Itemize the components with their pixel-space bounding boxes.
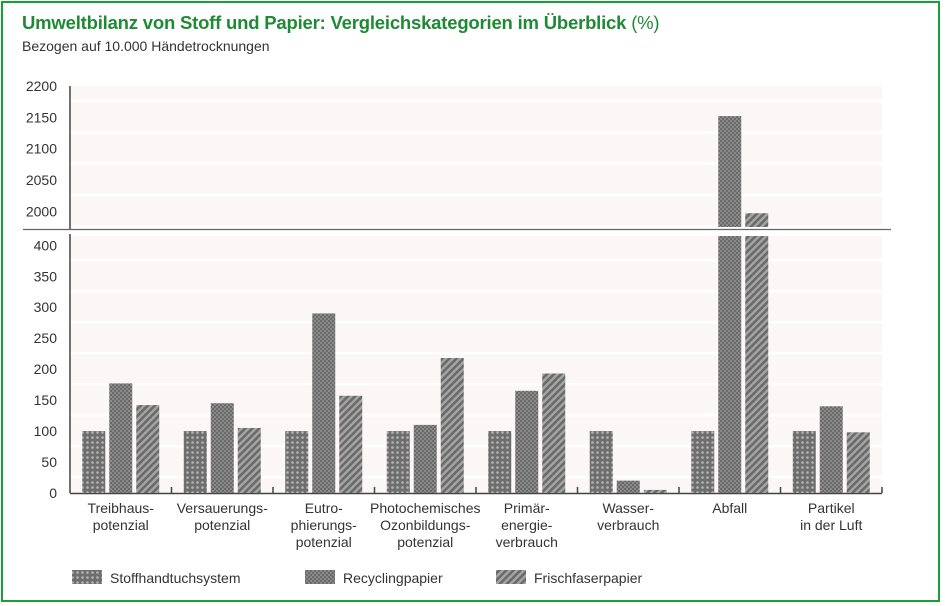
bar-checker <box>109 383 133 493</box>
x-category-label-line: Partikel <box>808 500 855 516</box>
bar-dots <box>386 431 410 493</box>
bar-diagonal <box>440 357 464 493</box>
bar-checker <box>616 480 640 493</box>
x-category-label-line: in der Luft <box>800 517 862 533</box>
x-category-label-line: Eutro- <box>305 500 343 516</box>
x-category-label-line: Abfall <box>712 500 747 516</box>
x-category-label-line: phierungs- <box>291 517 357 533</box>
bar-diagonal <box>136 405 160 493</box>
x-category-label-line: Treibhaus- <box>88 500 155 516</box>
bar-diagonal-upper-part <box>745 213 769 227</box>
y-tick-label: 200 <box>34 361 58 377</box>
x-category-label-line: Versauerungs- <box>177 500 268 516</box>
x-category-label: Eutro-phierungs-potenzial <box>291 500 357 550</box>
x-category-label-line: energie- <box>501 517 553 533</box>
bar-checker <box>515 390 539 493</box>
chart-title: Umweltbilanz von Stoff und Papier: Vergl… <box>22 12 660 34</box>
bar-dots <box>285 431 309 493</box>
bar-checker <box>819 406 843 493</box>
x-category-label: Partikel in der Luft <box>800 500 862 533</box>
y-tick-label: 50 <box>41 454 57 470</box>
bar-diagonal <box>339 395 363 493</box>
y-tick-label: 150 <box>34 392 58 408</box>
legend-swatch-dots <box>72 570 102 584</box>
x-category-label-line: Ozonbildungs- <box>380 517 471 533</box>
x-category-label-line: Primär- <box>504 500 550 516</box>
x-category-label: Abfall <box>712 500 747 516</box>
y-tick-label: 2150 <box>26 109 57 125</box>
bar-checker <box>210 403 234 493</box>
bar-checker <box>413 424 437 493</box>
bar-diagonal <box>542 373 566 493</box>
chart-subtitle: Bezogen auf 10.000 Händetrocknungen <box>22 38 270 54</box>
x-category-label: Treibhaus-potenzial <box>88 500 155 533</box>
x-category-label-line: potenzial <box>93 517 149 533</box>
x-category-label-line: verbrauch <box>496 534 558 550</box>
bar-dots <box>691 431 715 493</box>
y-tick-label: 0 <box>49 485 57 501</box>
y-tick-label: 100 <box>34 423 58 439</box>
bar-dots <box>82 431 106 493</box>
bar-diagonal <box>846 432 870 493</box>
x-category-label-line: Wasser- <box>602 500 654 516</box>
x-category-label-line: potenzial <box>397 534 453 550</box>
y-tick-label: 400 <box>34 237 58 253</box>
y-tick-label: 250 <box>34 330 58 346</box>
x-category-label: Primär-energie-verbrauch <box>496 500 558 550</box>
legend-label: Recyclingpapier <box>343 570 443 586</box>
title-text: Umweltbilanz von Stoff und Papier: Vergl… <box>22 12 627 33</box>
bar-checker-lower-part <box>718 236 742 493</box>
bar-dots <box>183 431 207 493</box>
y-tick-label: 2200 <box>26 78 57 94</box>
bar-diagonal <box>643 489 667 493</box>
bar-dots <box>792 431 816 493</box>
bar-checker-upper-part <box>718 116 742 227</box>
y-tick-label: 2100 <box>26 141 57 157</box>
y-tick-label: 350 <box>34 268 58 284</box>
bar-dots <box>488 431 512 493</box>
legend-swatch-checker <box>305 570 335 584</box>
y-tick-label: 2050 <box>26 172 57 188</box>
legend-swatch-diagonal <box>496 570 526 584</box>
bar-dots <box>589 431 613 493</box>
legend-label: Stoffhandtuchsystem <box>110 570 240 586</box>
legend-label: Frischfaserpapier <box>534 570 642 586</box>
y-tick-label: 2000 <box>26 203 57 219</box>
x-category-label: Versauerungs-potenzial <box>177 500 268 533</box>
x-category-label-line: Photochemisches <box>370 500 481 516</box>
bar-diagonal-lower-part <box>745 236 769 493</box>
bar-diagonal <box>237 427 261 493</box>
x-category-label: Wasser-verbrauch <box>597 500 659 533</box>
upper-plot-background <box>70 86 882 227</box>
title-unit: (%) <box>631 12 660 33</box>
x-category-label: Photochemisches Ozonbildungs-potenzial <box>370 500 481 550</box>
x-category-label-line: potenzial <box>296 534 352 550</box>
x-category-label-line: verbrauch <box>597 517 659 533</box>
y-tick-label: 300 <box>34 299 58 315</box>
x-category-label-line: potenzial <box>194 517 250 533</box>
bar-checker <box>312 313 336 493</box>
